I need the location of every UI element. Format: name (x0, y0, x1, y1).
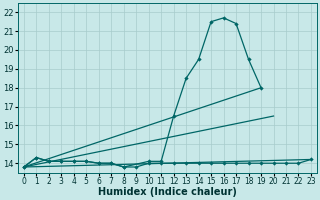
X-axis label: Humidex (Indice chaleur): Humidex (Indice chaleur) (98, 187, 237, 197)
